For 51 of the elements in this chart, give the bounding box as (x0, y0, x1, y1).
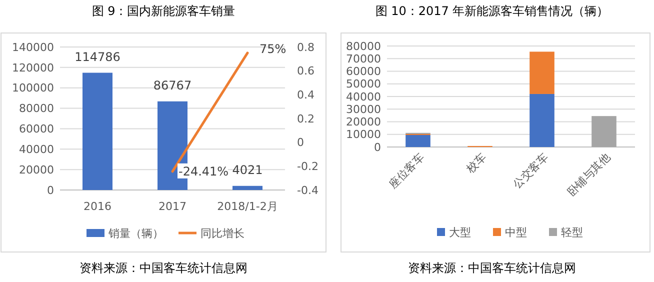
bar (592, 116, 616, 147)
y-tick-label: 20000 (346, 116, 381, 129)
bar (406, 135, 430, 147)
legend-label: 大型 (449, 226, 471, 239)
chart-title: 图 10：2017 年新能源客车销售情况（辆） (375, 4, 609, 18)
y-tick-label: 50000 (346, 78, 381, 91)
x-tick-label: 卧铺与其他 (564, 150, 613, 199)
x-tick-label: 公交客车 (510, 150, 551, 191)
y-tick-label: 80000 (346, 40, 381, 53)
y-tick-label: 0 (47, 184, 54, 197)
x-tick-label: 2016 (84, 200, 112, 213)
y-tick-label: 80000 (19, 102, 54, 116)
y-tick-label: 40000 (19, 142, 54, 156)
data-label: -24.41% (178, 164, 229, 178)
data-label: 75% (260, 42, 286, 56)
y-tick-label: 20000 (19, 163, 54, 176)
bar (530, 52, 554, 94)
y-tick-label: 140000 (12, 40, 54, 54)
y2-tick-label: 0.2 (297, 112, 314, 126)
y2-tick-label: 0.4 (297, 88, 314, 102)
legend-label: 中型 (505, 226, 527, 239)
bar (82, 72, 112, 190)
y2-tick-label: 0 (297, 136, 304, 150)
y-tick-label: 120000 (12, 61, 54, 74)
y-tick-label: 0 (374, 140, 381, 154)
legend-label: 同比增长 (200, 226, 244, 240)
x-tick-label: 2017 (158, 200, 186, 213)
y-tick-label: 30000 (346, 102, 381, 116)
y-tick-label: 60000 (346, 65, 381, 78)
data-label: 86767 (153, 78, 192, 92)
text: 资料来源：中国客车统计信息网 (408, 261, 576, 275)
data-label: 4021 (232, 162, 263, 177)
legend-label: 销量（辆） (108, 226, 164, 240)
y-tick-label: 10000 (346, 128, 381, 142)
y2-tick-label: -0.2 (297, 160, 318, 174)
y-tick-label: 40000 (346, 90, 381, 104)
data-label: 114786 (74, 50, 120, 64)
bar (232, 186, 262, 190)
y-tick-label: 100000 (12, 82, 54, 95)
text: 资料来源：中国客车统计信息网 (80, 261, 248, 275)
chart-title: 图 9：国内新能源客车销量 (92, 4, 236, 18)
y2-tick-label: 0.6 (297, 64, 314, 78)
y2-tick-label: -0.4 (297, 184, 318, 197)
x-tick-label: 座位客车 (386, 150, 427, 191)
x-tick-label: 校车 (463, 150, 489, 176)
y-tick-label: 70000 (346, 52, 381, 66)
y2-tick-label: 0.8 (297, 40, 314, 54)
x-tick-label: 2018/1-2月 (217, 200, 278, 213)
legend-label: 轻型 (561, 226, 583, 239)
y-tick-label: 60000 (19, 122, 54, 136)
bar (530, 94, 554, 147)
